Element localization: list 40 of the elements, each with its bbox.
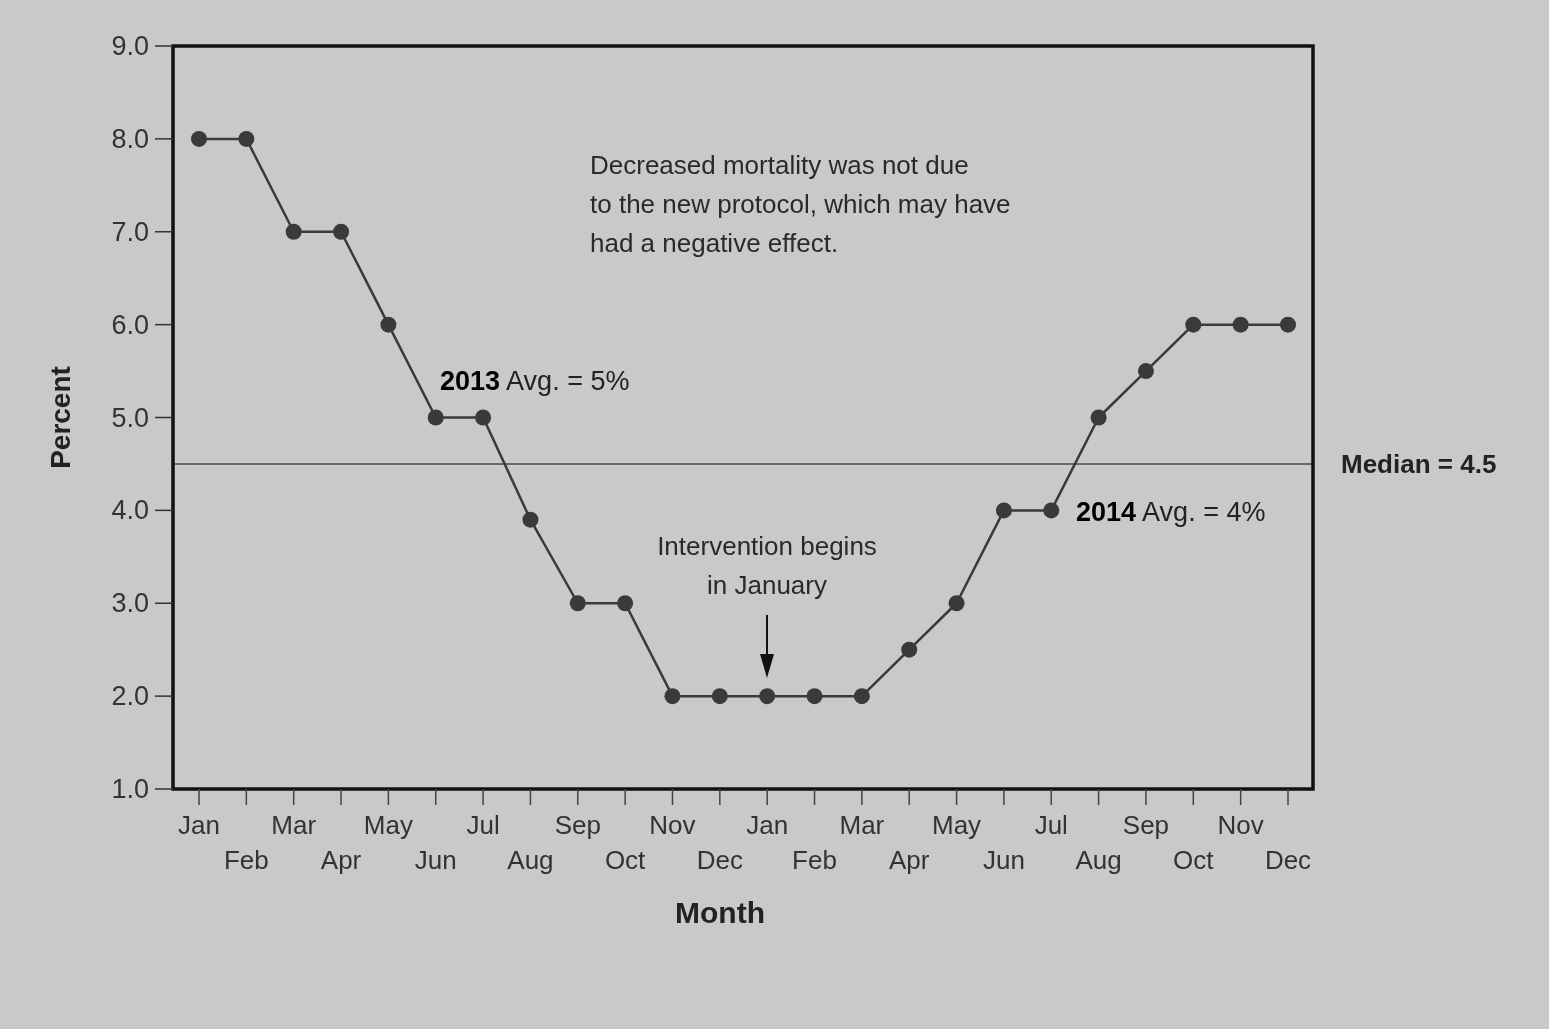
x-tick-label: Feb [223,845,269,875]
y-tick-label: 4.0 [111,495,149,526]
y-tick-label: 2.0 [111,681,149,712]
x-tick-label: Jun [414,845,457,875]
y-tick-label: 8.0 [111,123,149,154]
y-tick-label: 7.0 [111,216,149,247]
y-tick-label: 5.0 [111,402,149,433]
annotation: Decreased mortality was not due to the new protocol, which may have had a negative effect. [590,150,1011,258]
y-axis-title: Percent [45,366,76,469]
y-tick-label: 6.0 [111,309,149,340]
x-tick-label: May [363,810,413,840]
x-axis-title: Month [675,896,765,929]
x-tick-label: May [932,810,982,840]
y-tick-label: 3.0 [111,588,149,619]
x-tick-label: Aug [507,845,554,875]
x-tick-label: Sep [554,810,601,840]
x-tick-label: Oct [1173,845,1215,875]
x-tick-label: Aug [1075,845,1122,875]
x-tick-label: Jan [746,810,789,840]
x-tick-label: Dec [696,845,743,875]
y-tick-label: 1.0 [111,774,149,804]
x-tick-label: Jul [466,810,500,840]
ref-line-label: Median = 4.5 [1341,448,1497,479]
x-tick-label: Jan [178,810,220,840]
x-tick-label: Apr [888,845,930,875]
x-tick-label: Sep [1122,810,1170,840]
annotation: 2013 Avg. = 5% [440,366,630,396]
x-tick-label: Jun [982,845,1025,875]
annotation: 2014 Avg. = 4% [1076,497,1266,527]
x-tick-label: Feb [792,845,837,875]
x-tick-label: Jul [1034,810,1068,840]
x-tick-label: Nov [649,810,696,840]
x-tick-label: Dec [1264,845,1312,875]
x-tick-label: Mar [271,810,317,840]
x-tick-label: Oct [604,845,647,875]
x-tick-label: Apr [320,845,362,875]
x-tick-label: Nov [1217,810,1264,840]
y-tick-label: 9.0 [111,31,149,61]
annotation: Intervention begins in January [657,531,877,600]
x-tick-label: Mar [839,810,885,840]
